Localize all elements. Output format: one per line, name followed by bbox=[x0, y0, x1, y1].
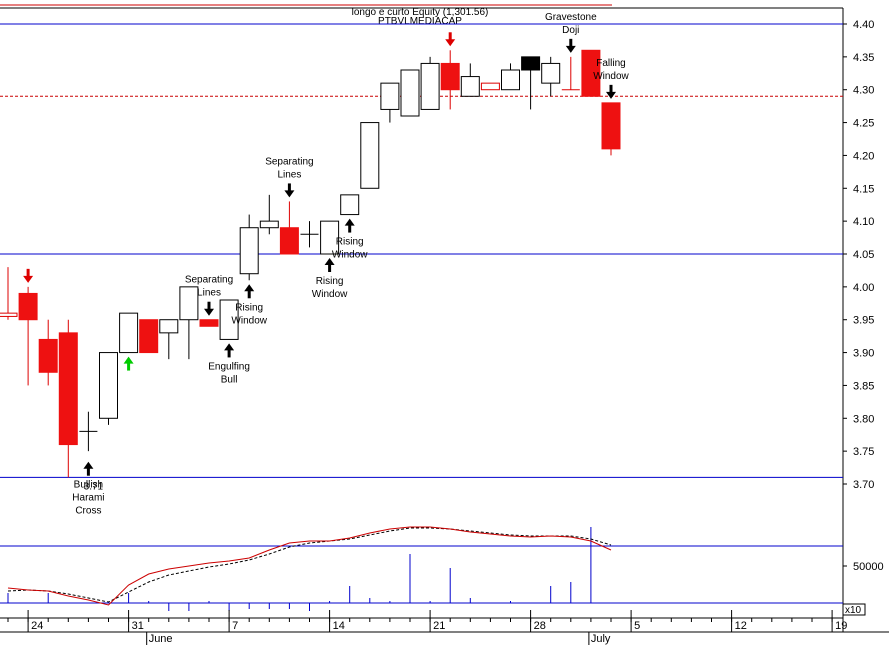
annotation-label: Cross bbox=[75, 506, 101, 517]
candlesticks bbox=[0, 49, 621, 478]
candle-body bbox=[541, 62, 561, 84]
candle-body bbox=[159, 319, 179, 334]
date-tick-label: 14 bbox=[333, 620, 345, 632]
price-axis: 4.40 4.35 4.30 4.25 4.20 4.15 4.10 4.05 4.00 3.95… bbox=[843, 19, 874, 491]
candle-body bbox=[259, 220, 279, 229]
candle-body bbox=[0, 312, 18, 317]
annotation-arrow-head bbox=[23, 275, 34, 283]
candle-body bbox=[440, 62, 460, 91]
candle-body bbox=[380, 82, 400, 110]
annotation-label: Bull bbox=[221, 374, 238, 385]
indicator-tick-label: 50000 bbox=[853, 561, 884, 573]
annotation-label: Harami bbox=[72, 493, 104, 504]
candle-body bbox=[521, 56, 541, 71]
candle-body bbox=[99, 352, 118, 419]
date-tick-label: 7 bbox=[232, 620, 238, 632]
annotation-arrow-head bbox=[83, 461, 94, 469]
candle-body bbox=[18, 292, 38, 321]
candle-body bbox=[340, 194, 360, 216]
date-tick-label: 28 bbox=[534, 620, 546, 632]
candle-body bbox=[420, 62, 440, 110]
candle-body bbox=[199, 319, 219, 327]
y-tick-label: 3.70 bbox=[853, 479, 874, 491]
date-tick-label: 19 bbox=[835, 620, 847, 632]
y-tick-label: 3.80 bbox=[853, 413, 874, 425]
annotation-arrow-head bbox=[324, 258, 335, 265]
x10-box bbox=[842, 603, 866, 616]
annotation-label: Window bbox=[312, 289, 348, 300]
annotation-arrow-head bbox=[224, 343, 235, 351]
y-tick-label: 4.35 bbox=[853, 52, 874, 64]
date-axis: 24 31 7 14 21 28 5 12 19 June July bbox=[0, 610, 847, 645]
candle-body bbox=[58, 332, 78, 446]
y-tick-label: 4.40 bbox=[853, 19, 874, 31]
annotation-label: Rising bbox=[336, 237, 364, 248]
annotation-arrow-head bbox=[565, 45, 576, 53]
candle-body bbox=[501, 69, 520, 91]
annotation-label: Rising bbox=[235, 302, 263, 313]
annotation-arrow-head bbox=[244, 284, 255, 292]
annotation-arrow-head bbox=[606, 91, 616, 99]
candle-body bbox=[581, 49, 601, 97]
date-tick-label: 24 bbox=[31, 620, 43, 632]
annotation-label: Gravestone bbox=[545, 12, 597, 23]
y-tick-label: 4.30 bbox=[853, 85, 874, 97]
candle-body bbox=[239, 227, 259, 275]
indicator-fast-line bbox=[7, 526, 612, 606]
annotation-label: Separating bbox=[265, 156, 313, 167]
y-tick-label: 4.00 bbox=[853, 282, 874, 294]
candle-body bbox=[119, 312, 139, 354]
y-tick-label: 4.15 bbox=[853, 183, 874, 195]
date-tick-label: 5 bbox=[634, 620, 640, 632]
annotation-label: Lines bbox=[197, 288, 221, 299]
y-tick-label: 4.20 bbox=[853, 150, 874, 162]
candle-body bbox=[139, 319, 159, 354]
annotation-arrow-head bbox=[445, 39, 456, 47]
chart-subtitle: PTBVLMEDIACAP bbox=[378, 16, 462, 27]
chart-title: longo e curto Equity (1,301.56) bbox=[352, 7, 489, 18]
indicator-panel: 50000 x10 bbox=[0, 526, 884, 616]
y-tick-label: 3.75 bbox=[853, 446, 874, 458]
annotation-arrow-head bbox=[204, 308, 214, 316]
candle-body bbox=[38, 338, 58, 373]
candle-body bbox=[360, 122, 380, 189]
annotation-label: Falling bbox=[596, 58, 625, 69]
month-label: July bbox=[591, 633, 611, 645]
candle-body bbox=[460, 76, 480, 97]
x10-label: x10 bbox=[845, 605, 862, 616]
date-tick-label: 31 bbox=[132, 620, 144, 632]
candle-body bbox=[400, 69, 420, 117]
annotation-label: Window bbox=[231, 315, 267, 326]
y-tick-label: 3.90 bbox=[853, 348, 874, 360]
annotation-label: Window bbox=[593, 71, 629, 82]
y-tick-label: 4.05 bbox=[853, 249, 874, 261]
date-tick-label: 21 bbox=[433, 620, 445, 632]
annotation-label: Doji bbox=[562, 25, 579, 36]
candle-body bbox=[179, 286, 199, 321]
annotation-arrow-head bbox=[344, 218, 355, 226]
candle-body bbox=[601, 102, 621, 150]
y-tick-label: 4.25 bbox=[853, 118, 874, 130]
annotation-label: Lines bbox=[277, 169, 301, 180]
month-label: June bbox=[149, 633, 173, 645]
y-tick-label: 4.10 bbox=[853, 216, 874, 228]
candle-body bbox=[219, 299, 239, 340]
indicator-slow-line bbox=[7, 527, 612, 603]
annotation-arrow-head bbox=[123, 356, 134, 364]
annotation-label: Separating bbox=[185, 275, 233, 286]
y-tick-label: 3.85 bbox=[853, 380, 874, 392]
annotation-label: Engulfing bbox=[208, 361, 250, 372]
date-tick-label: 12 bbox=[735, 620, 747, 632]
candle-body bbox=[480, 82, 500, 91]
pattern-annotations: Bullish Harami Cross Separating Lines Engulfi… bbox=[23, 12, 630, 517]
candle-body bbox=[320, 220, 340, 255]
annotation-label: Window bbox=[332, 250, 368, 261]
last-value-label: 3.71 bbox=[84, 481, 104, 492]
candle-body bbox=[279, 227, 299, 255]
annotation-label: Bullish bbox=[74, 480, 103, 491]
annotation-arrow-head bbox=[284, 190, 295, 198]
annotation-label: Rising bbox=[316, 276, 344, 287]
y-tick-label: 3.95 bbox=[853, 315, 874, 327]
